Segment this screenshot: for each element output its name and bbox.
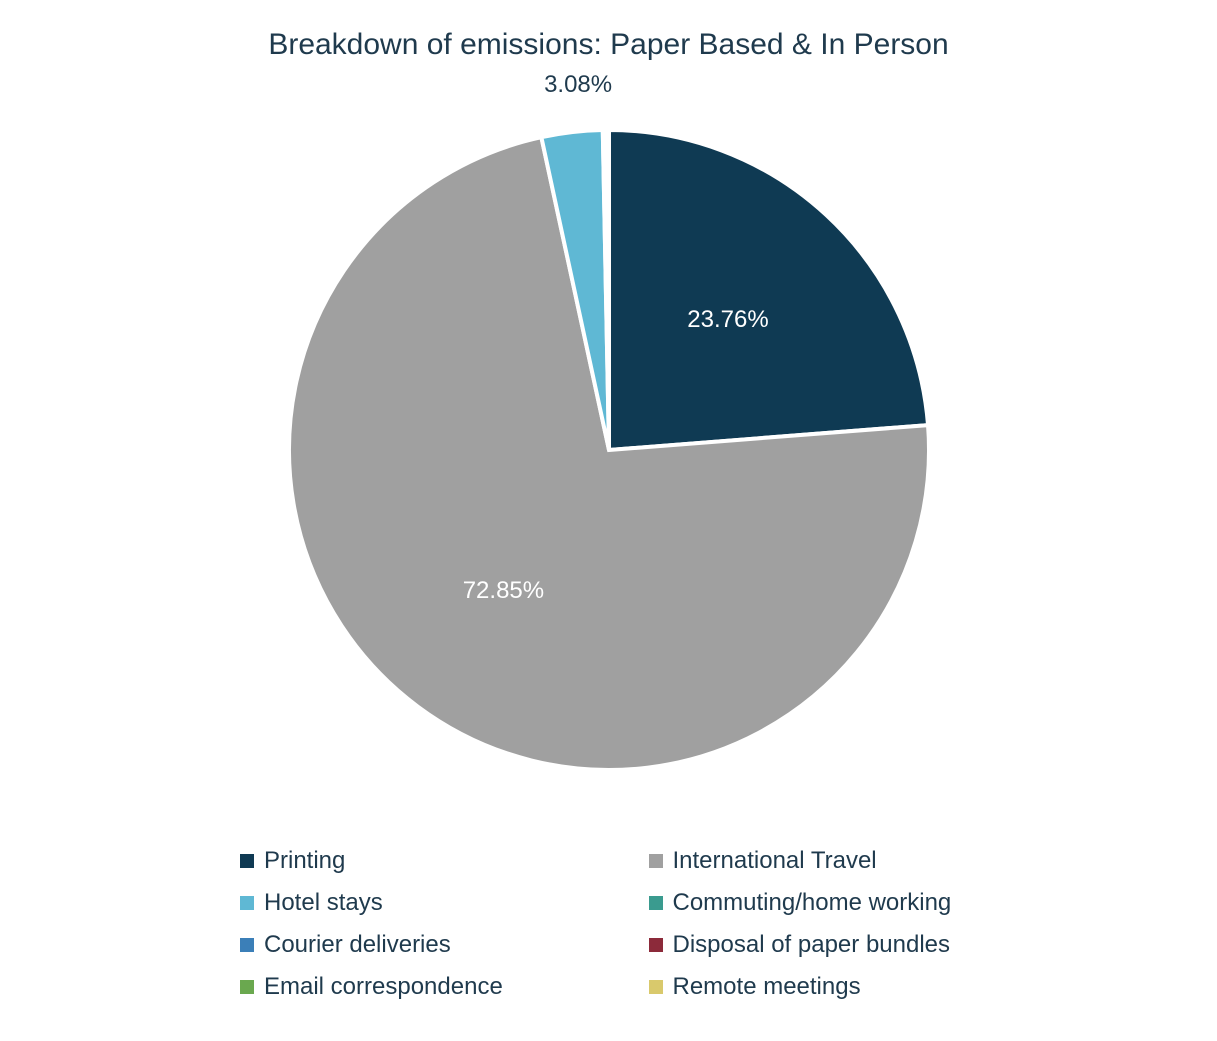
legend-item: Disposal of paper bundles	[649, 931, 1018, 959]
legend: Printing International Travel Hotel stays C…	[0, 847, 1217, 1041]
legend-swatch	[649, 896, 663, 910]
legend-item: Email correspondence	[240, 973, 609, 1001]
legend-swatch	[649, 938, 663, 952]
legend-label: International Travel	[673, 847, 877, 875]
pie-chart-area: 23.76% 72.85% 3.08%	[0, 52, 1217, 847]
legend-label: Printing	[264, 847, 345, 875]
legend-swatch	[240, 938, 254, 952]
legend-label: Courier deliveries	[264, 931, 451, 959]
slice-label: 23.76%	[687, 306, 768, 334]
legend-item: Printing	[240, 847, 609, 875]
legend-label: Commuting/home working	[673, 889, 952, 917]
legend-label: Email correspondence	[264, 973, 503, 1001]
pie-slice	[609, 130, 928, 450]
legend-swatch	[649, 980, 663, 994]
slice-label: 3.08%	[544, 71, 612, 99]
legend-label: Hotel stays	[264, 889, 383, 917]
legend-item: Courier deliveries	[240, 931, 609, 959]
chart-container: Breakdown of emissions: Paper Based & In…	[0, 0, 1217, 1041]
slice-label: 72.85%	[463, 577, 544, 605]
pie-chart	[279, 120, 939, 780]
pie-slice	[608, 130, 609, 450]
legend-label: Remote meetings	[673, 973, 861, 1001]
legend-swatch	[240, 980, 254, 994]
legend-swatch	[649, 854, 663, 868]
legend-swatch	[240, 854, 254, 868]
legend-item: Remote meetings	[649, 973, 1018, 1001]
legend-label: Disposal of paper bundles	[673, 931, 951, 959]
legend-swatch	[240, 896, 254, 910]
legend-item: Commuting/home working	[649, 889, 1018, 917]
legend-item: International Travel	[649, 847, 1018, 875]
legend-item: Hotel stays	[240, 889, 609, 917]
